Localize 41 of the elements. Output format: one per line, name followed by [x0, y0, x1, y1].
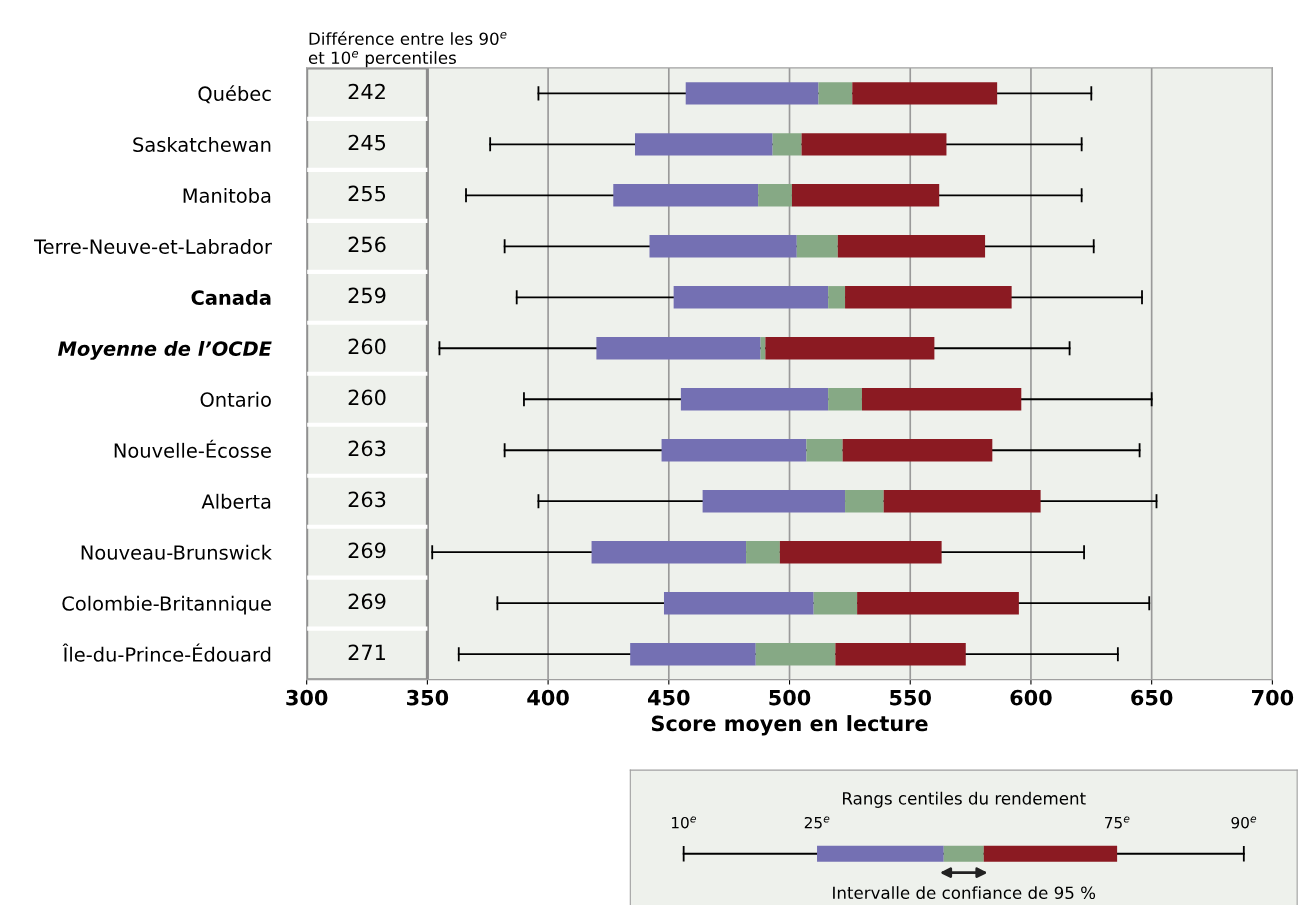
annotation: 260 — [348, 338, 386, 355]
y-tick-label: Saskatchewan — [133, 136, 271, 153]
x-tick-label: 500 — [769, 689, 811, 706]
x-tick-label: 450 — [648, 689, 690, 706]
annotation: 269 — [348, 542, 386, 559]
y-tick-label: Île-du-Prince-Édouard — [62, 643, 271, 662]
y-tick-label: Québec — [198, 85, 271, 104]
text: 10$^{e}$ — [671, 816, 696, 829]
y-tick-label: Terre-Neuve-et-Labrador — [34, 238, 272, 254]
y-tick-label: Colombie-Britannique — [62, 595, 271, 615]
x-axis-title: Score moyen en lecture — [651, 715, 928, 736]
annotation: 263 — [348, 491, 386, 508]
annotation: 255 — [348, 185, 386, 202]
x-tick-label: 550 — [890, 689, 931, 706]
text: 25$^{e}$ — [804, 816, 830, 829]
y-tick-label: Moyenne de l’OCDE — [57, 340, 272, 360]
annotation: 263 — [348, 440, 386, 457]
x-tick-label: 600 — [1010, 689, 1052, 706]
y-tick-label: Ontario — [200, 391, 271, 407]
annotation: 259 — [348, 287, 386, 304]
annotation: 271 — [348, 644, 385, 660]
x-tick-label: 400 — [527, 689, 569, 706]
y-tick-label: Nouveau-Brunswick — [81, 544, 272, 560]
x-tick-label: 650 — [1131, 689, 1173, 706]
text: Différence entre les 90$^{e}$ et 10$^{e}$ percentiles — [308, 31, 507, 68]
text: 75$^{e}$ — [1105, 816, 1130, 829]
text: Intervalle de confiance de 95 % — [833, 886, 1096, 900]
annotation: 245 — [348, 134, 386, 151]
text: Rangs centiles du rendement — [843, 791, 1086, 808]
y-tick-label: Canada — [191, 289, 271, 305]
annotation: 269 — [348, 593, 386, 610]
annotation: 242 — [348, 83, 385, 100]
y-tick-label: Nouvelle-Écosse — [114, 439, 271, 458]
x-tick-label: 350 — [407, 689, 449, 706]
annotation: 256 — [348, 236, 386, 253]
x-tick-label: 700 — [1252, 689, 1294, 706]
text: 90$^{e}$ — [1231, 816, 1257, 829]
x-tick-label: 300 — [286, 689, 328, 706]
y-tick-label: Manitoba — [183, 187, 271, 203]
y-tick-label: Alberta — [201, 493, 271, 509]
annotation: 260 — [348, 389, 386, 406]
